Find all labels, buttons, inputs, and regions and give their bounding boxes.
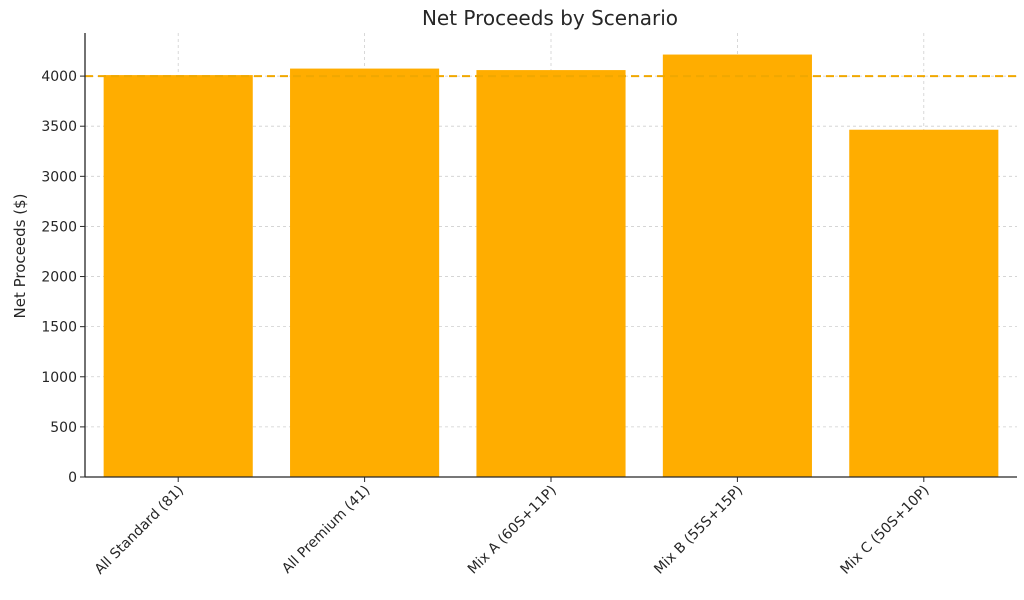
y-tick-label: 0	[68, 470, 77, 486]
y-tick-label: 4000	[41, 69, 77, 85]
chart-title: Net Proceeds by Scenario	[422, 6, 678, 30]
y-tick-label: 2500	[41, 219, 77, 235]
bar	[103, 75, 253, 477]
x-tick-label: Mix A (60S+11P)	[465, 483, 560, 578]
y-tick-label: 1500	[41, 320, 77, 336]
y-tick-label: 2000	[41, 270, 77, 286]
bar	[662, 54, 812, 478]
y-tick-label: 1000	[41, 370, 77, 386]
x-tick-label: All Premium (41)	[279, 483, 373, 577]
y-tick-label: 3500	[41, 119, 77, 135]
x-tick-label: Mix C (50S+10P)	[837, 483, 932, 578]
x-tick-label: Mix B (55S+15P)	[651, 483, 746, 578]
bar	[476, 70, 626, 477]
y-ticks: 0 500 1000 1500 2000 2500 3000 3500 4000	[41, 69, 85, 486]
bar	[849, 129, 999, 477]
x-ticks: All Standard (81) All Premium (41) Mix A (…	[92, 477, 933, 578]
y-tick-label: 500	[50, 420, 77, 436]
bar	[290, 68, 440, 477]
y-tick-label: 3000	[41, 169, 77, 185]
y-axis-label: Net Proceeds ($)	[11, 194, 29, 319]
x-tick-label: All Standard (81)	[92, 483, 187, 578]
bars	[103, 54, 999, 478]
